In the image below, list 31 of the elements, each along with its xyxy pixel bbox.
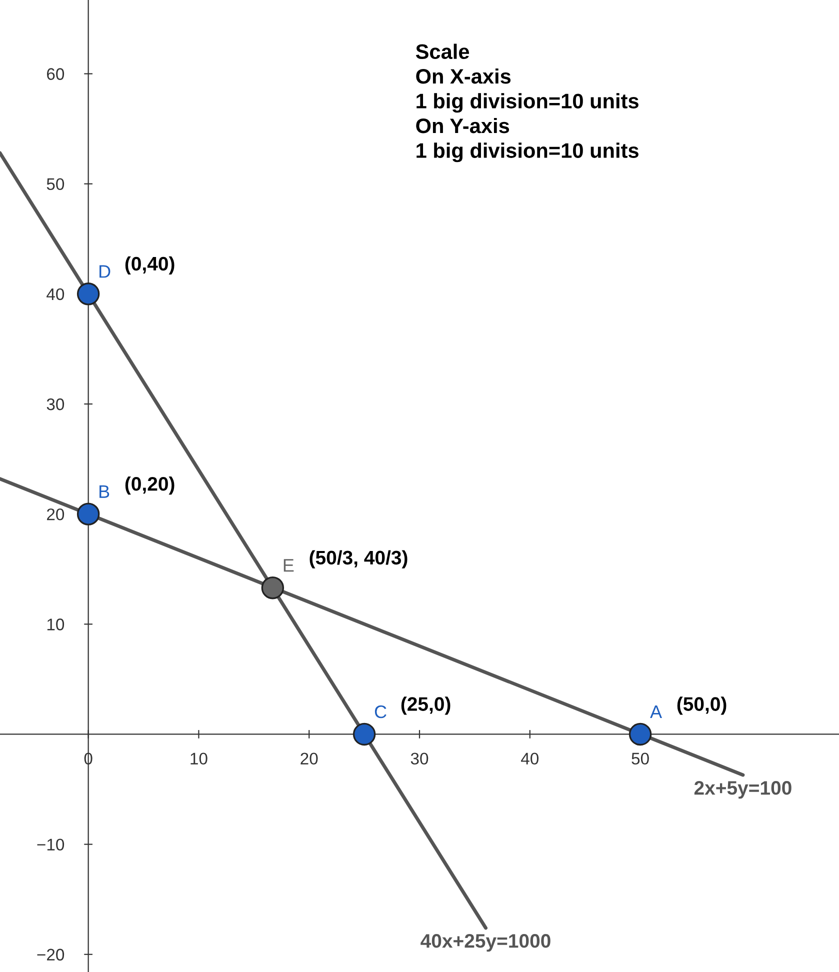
series-label: 40x+25y=1000	[420, 934, 550, 952]
point	[76, 502, 100, 526]
series-label: 2x+5y=100	[694, 781, 792, 799]
annotation: (25,0)	[401, 696, 450, 715]
y-tick-label: −10	[37, 838, 64, 851]
x-tick-label: 20	[300, 752, 318, 765]
y-tick-label: 20	[47, 508, 64, 520]
annotation: (50/3, 40/3)	[310, 550, 408, 568]
x-tick-label: 10	[190, 752, 208, 765]
y-tick-label: 30	[46, 398, 64, 410]
point	[352, 722, 376, 746]
y-tick-label: 60	[47, 68, 64, 80]
point	[76, 282, 100, 306]
annotation: (0,40)	[125, 256, 174, 274]
y-tick-label: 40	[46, 288, 64, 300]
y-tick-label: 50	[46, 178, 64, 190]
annotation: (50,0)	[677, 696, 726, 715]
point	[628, 722, 652, 746]
x-tick-label: 40	[521, 752, 539, 765]
series-label: B	[100, 485, 110, 498]
point	[261, 576, 284, 600]
y-tick-label: −20	[37, 948, 64, 961]
series-label: A	[650, 706, 662, 718]
series-label: C	[374, 705, 386, 718]
series-label: E	[284, 559, 294, 572]
x-tick-label: 30	[410, 752, 428, 765]
annotation: (0,20)	[125, 476, 174, 495]
x-tick-label: 50	[632, 752, 649, 765]
y-tick-label: 10	[47, 618, 64, 630]
series-label: D	[100, 265, 110, 278]
annotation: Scale On X-axis 1 big division=10 units On Y-axis 1 big division=10 units	[416, 44, 638, 162]
